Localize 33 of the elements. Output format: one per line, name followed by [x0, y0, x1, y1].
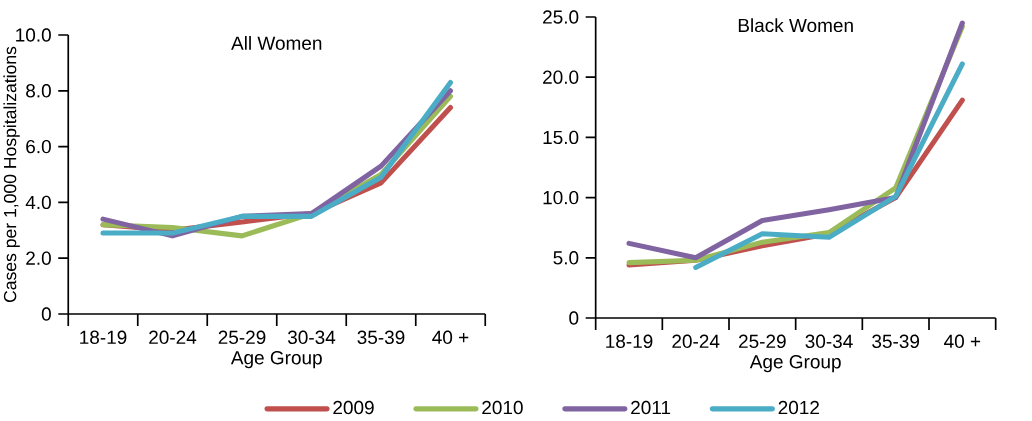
x-tick-label: 40 + [432, 330, 469, 345]
legend-label: 2010 [482, 400, 523, 415]
y-tick-label: 25.0 [543, 10, 579, 24]
y-tick-label: 20.0 [543, 70, 579, 84]
x-axis-title: Age Group [230, 350, 322, 369]
legend-label: 2011 [631, 400, 671, 415]
y-tick-label: 0 [41, 307, 51, 321]
y-tick-label: 0 [569, 311, 579, 325]
y-tick-label: 10.0 [16, 28, 51, 42]
y-tick-label: 4.0 [25, 195, 51, 210]
x-tick-label: 18-19 [606, 334, 653, 349]
y-tick-label: 8.0 [26, 84, 51, 98]
y-tick-label: 5.0 [553, 251, 579, 265]
x-tick-label: 40 + [944, 334, 981, 349]
x-tick-label: 18-19 [80, 330, 127, 345]
chart-title: Black Women [738, 18, 853, 33]
x-tick-label: 30-34 [287, 330, 336, 345]
chart-title: All Women [231, 35, 322, 50]
y-tick-label: 2.0 [26, 251, 51, 265]
legend-label: 2012 [778, 400, 819, 415]
y-tick-label: 15.0 [543, 130, 579, 145]
x-tick-label: 25-29 [218, 330, 266, 345]
x-tick-label: 20-24 [149, 330, 197, 345]
x-tick-label: 35-39 [872, 334, 920, 349]
x-tick-label: 25-29 [739, 334, 786, 349]
x-tick-label: 20-24 [672, 334, 720, 349]
y-axis-title: Cases per 1,000 Hospitalizations [3, 46, 20, 303]
y-tick-label: 10.0 [543, 190, 579, 205]
y-tick-label: 6.0 [26, 139, 51, 154]
legend-label: 2009 [333, 400, 374, 415]
x-tick-label: 35-39 [357, 330, 405, 345]
x-tick-label: 30-34 [805, 334, 853, 349]
x-axis-title: Age Group [749, 354, 841, 373]
